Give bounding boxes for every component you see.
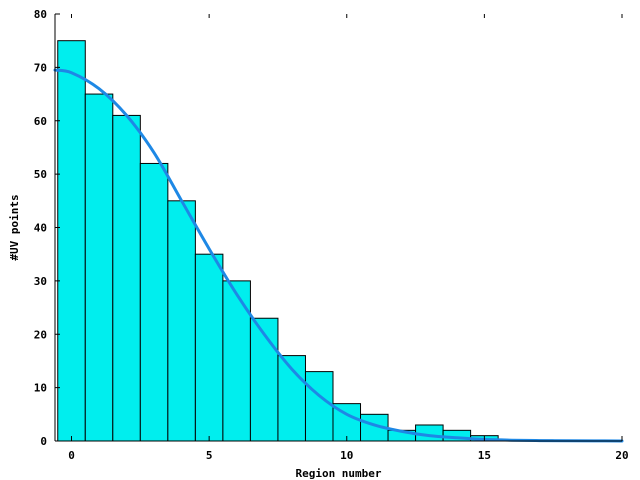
bar-6 <box>222 280 251 442</box>
y-tick-label-30: 30 <box>34 275 47 288</box>
y-axis-label: #UV points <box>8 194 21 260</box>
y-tick-label-40: 40 <box>34 222 47 235</box>
y-tick-label-50: 50 <box>34 168 47 181</box>
y-tick-label-70: 70 <box>34 61 47 74</box>
ticks-group: 0 10 20 30 40 50 60 70 80 0 5 10 15 20 <box>34 8 629 462</box>
bar-9 <box>304 371 334 442</box>
y-tick-label-20: 20 <box>34 328 47 341</box>
fit-line <box>53 68 624 443</box>
bars-group <box>57 40 609 442</box>
bar-5 <box>194 253 224 442</box>
y-tick-label-60: 60 <box>34 115 47 128</box>
x-tick-label-0: 0 <box>68 449 75 462</box>
bar-7 <box>249 317 279 442</box>
bar-1 <box>84 93 114 442</box>
x-tick-label-20: 20 <box>615 449 628 462</box>
y-tick-label-0: 0 <box>40 435 47 448</box>
x-tick-label-5: 5 <box>206 449 213 462</box>
bar-4 <box>167 200 196 442</box>
y-tick-label-80: 80 <box>34 8 47 21</box>
y-tick-label-10: 10 <box>34 382 47 395</box>
x-tick-label-10: 10 <box>340 449 353 462</box>
x-tick-label-15: 15 <box>478 449 491 462</box>
fit-line-group <box>53 68 624 443</box>
bar-3 <box>139 162 169 442</box>
bar-0 <box>57 40 86 442</box>
bar-2 <box>112 114 141 442</box>
x-axis-label: Region number <box>295 467 381 480</box>
